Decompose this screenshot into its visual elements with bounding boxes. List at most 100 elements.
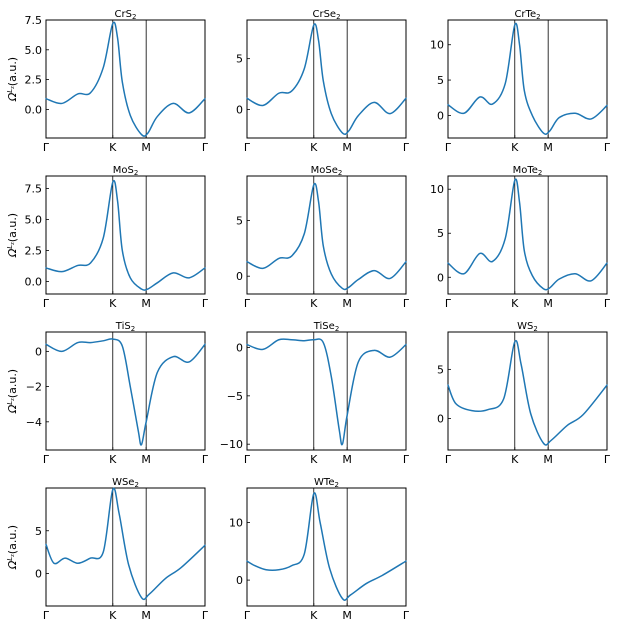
plot-frame bbox=[447, 19, 608, 139]
plot-frame bbox=[246, 19, 407, 139]
x-tick-label: M bbox=[543, 141, 553, 154]
y-tick-label: 5.0 bbox=[25, 213, 43, 226]
data-series-line bbox=[246, 492, 407, 601]
data-series-line bbox=[447, 178, 608, 291]
x-tick-label: Γ bbox=[403, 141, 410, 154]
x-tick-label: Γ bbox=[403, 297, 410, 310]
y-tick-label: 0 bbox=[236, 574, 243, 587]
y-axis-label: ΩLz(a.u.) bbox=[6, 369, 19, 414]
subplot-ws2: WS2 Γ K M Γ 0 5 bbox=[437, 321, 611, 466]
plot-frame bbox=[447, 331, 608, 451]
y-tick-label: 10 bbox=[430, 39, 444, 52]
y-tick-label: 5 bbox=[236, 215, 243, 228]
x-tick-label: M bbox=[342, 297, 352, 310]
subplot-wse2: WSe2 Γ K M Γ 0 5 ΩLz(a.u.) bbox=[6, 477, 209, 622]
subplot-crte2: CrTe2 Γ K M Γ 0 5 10 bbox=[430, 9, 611, 154]
subplot-crse2: CrSe2 Γ K M Γ 0 5 bbox=[236, 9, 410, 154]
x-tick-label: M bbox=[342, 453, 352, 466]
x-tick-label: Γ bbox=[403, 453, 410, 466]
y-tick-label: −2 bbox=[26, 381, 42, 394]
y-axis-label: ΩLz(a.u.) bbox=[6, 525, 19, 570]
subplot-title: TiSe2 bbox=[313, 321, 340, 333]
x-tick-label: Γ bbox=[244, 141, 251, 154]
x-tick-label: Γ bbox=[202, 141, 209, 154]
x-tick-label: Γ bbox=[604, 453, 611, 466]
subplot-title: MoSe2 bbox=[311, 165, 343, 177]
plot-frame bbox=[447, 175, 608, 295]
subplot-wte2: WTe2 Γ K M Γ 0 10 bbox=[229, 477, 410, 622]
plot-frame bbox=[246, 487, 407, 607]
x-tick-label: Γ bbox=[445, 453, 452, 466]
subplot-title: TiS2 bbox=[115, 321, 135, 333]
x-tick-label: K bbox=[310, 453, 318, 466]
x-tick-label: K bbox=[109, 297, 117, 310]
x-tick-label: Γ bbox=[43, 453, 50, 466]
subplot-mose2: MoSe2 Γ K M Γ 0 5 bbox=[236, 165, 410, 310]
x-tick-label: Γ bbox=[445, 141, 452, 154]
x-tick-label: Γ bbox=[43, 609, 50, 622]
x-tick-label: M bbox=[543, 453, 553, 466]
subplot-tis2: TiS2 Γ K M Γ −4 −2 0 ΩLz(a.u.) bbox=[6, 321, 209, 466]
x-tick-label: K bbox=[511, 141, 519, 154]
x-tick-label: Γ bbox=[43, 297, 50, 310]
y-tick-label: 0 bbox=[35, 568, 42, 581]
x-tick-label: K bbox=[511, 297, 519, 310]
plot-frame bbox=[246, 331, 407, 451]
y-tick-label: 7.5 bbox=[25, 182, 43, 195]
subplot-crs2: CrS2 Γ K M Γ 0.0 2.5 5.0 7.5 ΩLz(a.u.) bbox=[6, 9, 209, 154]
y-tick-label: 0 bbox=[437, 413, 444, 426]
subplot-title: MoTe2 bbox=[513, 165, 543, 177]
data-series-line bbox=[45, 21, 206, 137]
y-tick-label: 7.5 bbox=[25, 14, 43, 27]
data-series-line bbox=[447, 22, 608, 135]
data-series-line bbox=[45, 338, 206, 446]
y-tick-label: 5 bbox=[437, 74, 444, 87]
x-tick-label: M bbox=[342, 141, 352, 154]
subplot-title: WSe2 bbox=[112, 477, 139, 489]
x-tick-label: K bbox=[310, 297, 318, 310]
y-tick-label: 5 bbox=[437, 363, 444, 376]
x-tick-label: K bbox=[511, 453, 519, 466]
x-tick-label: Γ bbox=[445, 297, 452, 310]
y-tick-label: −10 bbox=[220, 438, 243, 451]
y-tick-label: 0 bbox=[437, 271, 444, 284]
subplot-title: CrTe2 bbox=[514, 9, 540, 21]
y-tick-label: 0 bbox=[236, 270, 243, 283]
y-tick-label: 5 bbox=[35, 525, 42, 538]
x-tick-label: K bbox=[310, 609, 318, 622]
subplot-title: CrS2 bbox=[115, 9, 137, 21]
y-axis-label: ΩLz(a.u.) bbox=[6, 57, 19, 102]
subplot-title: WS2 bbox=[517, 321, 538, 333]
x-tick-label: Γ bbox=[244, 453, 251, 466]
x-tick-label: Γ bbox=[604, 297, 611, 310]
data-series-line bbox=[246, 23, 407, 136]
data-series-line bbox=[45, 487, 206, 601]
y-tick-label: 5.0 bbox=[25, 44, 43, 57]
x-tick-label: Γ bbox=[202, 297, 209, 310]
y-tick-label: 5 bbox=[236, 53, 243, 66]
plot-frame bbox=[45, 331, 206, 451]
plot-frame bbox=[45, 175, 206, 295]
plot-frame bbox=[45, 487, 206, 607]
y-tick-label: 10 bbox=[229, 517, 243, 530]
subplot-title: MoS2 bbox=[113, 165, 139, 177]
y-axis-label: ΩLz(a.u.) bbox=[6, 213, 19, 258]
x-tick-label: Γ bbox=[604, 141, 611, 154]
plot-frame bbox=[246, 175, 407, 295]
subplot-title: WTe2 bbox=[314, 477, 339, 489]
x-tick-label: M bbox=[141, 453, 151, 466]
y-tick-label: 0 bbox=[35, 345, 42, 358]
x-tick-label: M bbox=[543, 297, 553, 310]
x-tick-label: Γ bbox=[244, 297, 251, 310]
x-tick-label: M bbox=[141, 609, 151, 622]
subplot-title: CrSe2 bbox=[312, 9, 340, 21]
y-tick-label: −5 bbox=[227, 390, 243, 403]
data-series-line bbox=[447, 339, 608, 446]
data-series-line bbox=[45, 180, 206, 291]
x-tick-label: Γ bbox=[202, 609, 209, 622]
x-tick-label: K bbox=[310, 141, 318, 154]
